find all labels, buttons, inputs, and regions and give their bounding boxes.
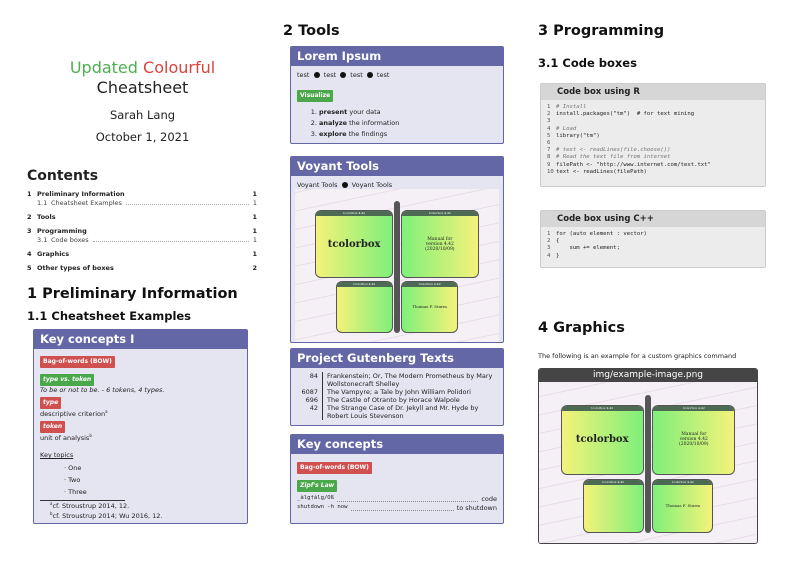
- footnote-b: bcf. Stroustrup 2014; Wu 2016, 12.: [50, 510, 163, 520]
- box-title: Voyant Tools: [291, 157, 503, 176]
- gutenberg-row: 42 The Strange Case of Dr. Jekyll and Mr.…: [297, 404, 497, 420]
- token-definition: unit of analysis: [40, 434, 90, 443]
- box-title: Project Gutenberg Texts: [291, 349, 503, 368]
- title-word-updated: Updated: [69, 58, 138, 77]
- code-line: 2{: [547, 238, 560, 245]
- code-line: 1 for (auto element : vector): [547, 231, 647, 237]
- gutenberg-row: 6087 The Vampyre; a Tale by John William …: [297, 388, 497, 396]
- tag-type: type: [40, 396, 62, 410]
- code-line: 8 # Read the text file from internet: [547, 154, 671, 161]
- box-title: Code box using R: [541, 84, 765, 100]
- gutenberg-row: 696 The Castle of Otranto by Horace Walpo…: [297, 396, 497, 404]
- tcolorbox-image: tcolorbox 4.42 tcolorbox tcolorbox 4.42 Ma…: [295, 189, 499, 342]
- key-row: _àlg†àlg/Oß code: [297, 495, 497, 504]
- figure-caption: img/example-image.png: [539, 369, 757, 382]
- key-concepts-i-box: Key concepts I Bag-of-words (BOW) type v…: [33, 329, 248, 524]
- toc-entry[interactable]: 1 Preliminary Information 1: [27, 190, 257, 198]
- doc-date: October 1, 2021: [95, 130, 190, 144]
- section-1-1-heading: 1.1 Cheatsheet Examples: [27, 309, 192, 323]
- toc-entry[interactable]: 3 Programming 1: [27, 227, 257, 235]
- topic-item: · Three: [64, 487, 87, 496]
- test-items: test test test test: [297, 71, 390, 79]
- type-token-example: To be or not to be. - 6 tokens, 4 types.: [40, 386, 165, 395]
- wing-top-left: tcolorbox 4.42 tcolorbox: [560, 404, 644, 476]
- table-of-contents: 1 Preliminary Information 1 1.1 Cheatsheet E…: [27, 190, 257, 273]
- code-line: 4 # Load: [547, 125, 577, 132]
- wing-top-left: tcolorbox 4.42 tcolorbox: [315, 210, 393, 278]
- tag-bow: Bag-of-words (BOW): [40, 356, 115, 369]
- tag-type-vs-token: type vs. token: [40, 374, 95, 387]
- graphics-figure: img/example-image.png tcolorbox 4.42 tcol…: [538, 368, 758, 544]
- list-item: explore the findings: [319, 129, 497, 140]
- code-line: 7 # text <- readLines(file.choose()): [547, 147, 671, 154]
- doc-title-line2: Cheatsheet: [96, 78, 189, 97]
- toc-heading: Contents: [27, 168, 99, 184]
- gutenberg-row: 84 Frankenstein; Or, The Modern Prometheu…: [297, 372, 497, 388]
- code-line: 6: [547, 140, 551, 147]
- footnote-a: acf. Stroustrup 2014, 12.: [50, 500, 130, 510]
- type-definition: descriptive criterion: [40, 410, 106, 419]
- code-line: 9 filePath <- "http://www.internet.com/te…: [547, 161, 711, 168]
- list-item: analyze the information: [319, 118, 497, 129]
- butterfly-body: [393, 201, 401, 333]
- section-3-1-heading: 3.1 Code boxes: [538, 56, 637, 70]
- code-line: 3 sum += element;: [547, 245, 620, 252]
- topic-item: · Two: [64, 475, 81, 484]
- wing-top-right: tcolorbox 4.42 Manual for version 4.42 (2…: [652, 404, 736, 476]
- voyant-item: Voyant Tools: [297, 181, 338, 189]
- doc-title: Updated Colourful: [20, 58, 265, 77]
- graphics-intro: The following is an example for a custom…: [538, 352, 737, 360]
- key-concepts-box: Key concepts Bag-of-words (BOW) Zipf's L…: [290, 434, 504, 524]
- box-title: Key concepts: [291, 435, 503, 454]
- key-row: shutdown -h now to shutdown: [297, 503, 497, 512]
- tag-zipfs-law: Zipf's Law: [297, 480, 338, 493]
- box-title: Lorem Ipsum: [291, 47, 503, 66]
- toc-entry[interactable]: 3.1 Code boxes 1: [37, 236, 257, 244]
- wing-bottom-left: tcolorbox 4.42: [582, 478, 644, 534]
- tag-token: token: [40, 420, 66, 434]
- code-line: 2 install.packages("tm") # for text minin…: [547, 111, 695, 118]
- voyant-item: Voyant Tools: [351, 181, 393, 189]
- example-image: tcolorbox 4.42 tcolorbox tcolorbox 4.42 Ma…: [539, 382, 757, 543]
- toc-entry[interactable]: 2 Tools 1: [27, 213, 257, 221]
- doc-author: Sarah Lang: [109, 108, 176, 122]
- key-topics-label: Key topics: [40, 450, 74, 459]
- wing-bottom-right: tcolorbox 4.42 Thomas F. Sturm: [652, 478, 714, 534]
- tag-bow: Bag-of-words (BOW): [297, 462, 372, 475]
- code-line: 5 library("tm"): [547, 132, 600, 139]
- section-2-heading: 2 Tools: [283, 23, 340, 39]
- section-3-heading: 3 Programming: [538, 23, 665, 39]
- list-item: present your data: [319, 107, 497, 118]
- toc-entry[interactable]: 5 Other types of boxes 2: [27, 264, 257, 272]
- box-title: Key concepts I: [34, 330, 247, 349]
- footnote-mark: a: [105, 409, 108, 415]
- toc-entry[interactable]: 4 Graphics 1: [27, 250, 257, 258]
- code-box-cpp: Code box using C++ 1 for (auto element : …: [540, 210, 766, 268]
- code-box-r: Code box using R 1 # Install 2 install.pack…: [540, 83, 766, 187]
- toc-entry[interactable]: 1.1 Cheatsheet Examples 1: [37, 199, 257, 207]
- wing-bottom-left: tcolorbox 4.42: [335, 280, 393, 333]
- wing-top-right: tcolorbox 4.42 Manual for version 4.42 (2…: [401, 210, 479, 278]
- section-1-heading: 1 Preliminary Information: [27, 286, 238, 302]
- wing-bottom-right: tcolorbox 4.42 Thomas F. Sturm: [401, 280, 459, 333]
- butterfly-body: [644, 394, 652, 534]
- section-4-heading: 4 Graphics: [538, 320, 625, 336]
- footnote-mark: b: [89, 433, 92, 439]
- box-title: Code box using C++: [541, 211, 765, 227]
- code-line: 3: [547, 118, 551, 125]
- code-line: 1 # Install: [547, 104, 587, 110]
- title-word-colourful: Colourful: [143, 58, 216, 77]
- lorem-ipsum-box: Lorem Ipsum test test test test Visualiz…: [290, 46, 504, 144]
- code-line: 4}: [547, 252, 560, 259]
- code-line: 10 text <- readLines(filePath): [547, 168, 647, 175]
- tag-visualize: Visualize: [297, 89, 334, 102]
- gutenberg-box: Project Gutenberg Texts 84 Frankenstein; …: [290, 348, 504, 426]
- voyant-tools-box: Voyant Tools Voyant Tools Voyant Tools t…: [290, 156, 504, 343]
- topic-item: · One: [64, 463, 82, 472]
